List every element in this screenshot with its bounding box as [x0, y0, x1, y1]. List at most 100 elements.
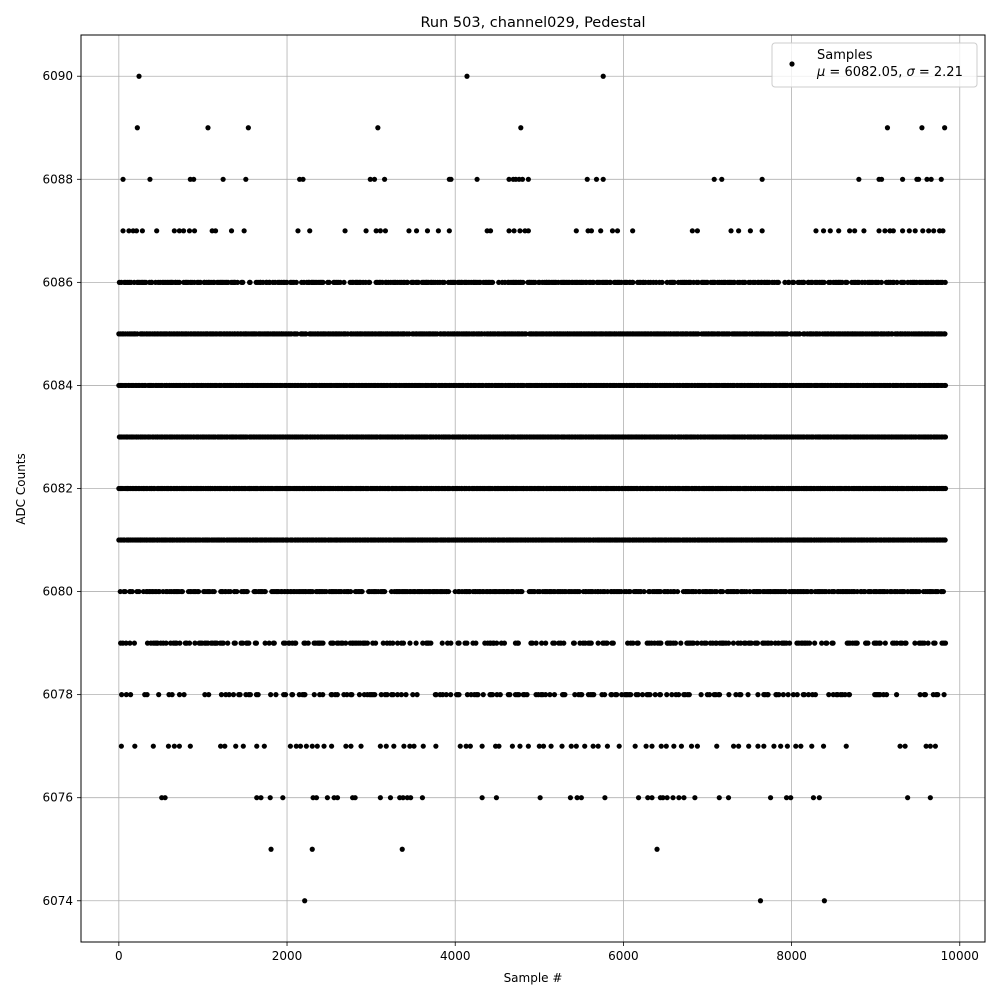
data-point [584, 176, 590, 182]
data-point [403, 692, 409, 698]
data-point [627, 588, 633, 595]
data-point [547, 692, 553, 698]
data-point [349, 692, 355, 698]
data-point [942, 485, 949, 492]
data-point [692, 795, 698, 801]
data-point [663, 743, 669, 749]
data-point [241, 228, 247, 234]
data-point [672, 640, 679, 646]
data-point [821, 898, 827, 904]
data-point [582, 743, 588, 749]
data-point [377, 795, 383, 801]
data-point [372, 640, 379, 646]
y-tick-label: 6082 [42, 482, 73, 496]
y-tick-label: 6086 [42, 275, 73, 289]
data-point [163, 640, 169, 646]
data-point [694, 228, 701, 234]
data-point [745, 692, 751, 698]
data-point [373, 228, 379, 234]
data-point [191, 228, 198, 234]
data-point [657, 588, 664, 595]
data-point [313, 795, 320, 801]
data-point [765, 692, 771, 698]
data-point [262, 588, 268, 595]
data-point [810, 795, 817, 801]
data-point [287, 743, 293, 749]
data-point [725, 795, 732, 801]
data-point [635, 640, 641, 646]
data-point [206, 692, 212, 698]
data-point [785, 692, 791, 698]
data-point [806, 640, 813, 646]
data-point [595, 640, 601, 646]
data-point [778, 743, 784, 749]
data-point [404, 279, 411, 285]
data-point [915, 176, 922, 182]
data-point [600, 73, 606, 79]
data-point [578, 795, 584, 801]
data-point [337, 279, 343, 285]
data-point [234, 279, 241, 285]
data-point [186, 228, 193, 234]
data-point [399, 846, 405, 852]
data-point [894, 279, 900, 285]
data-point [865, 640, 871, 646]
data-point [394, 640, 401, 646]
data-point [678, 743, 685, 749]
data-point [791, 279, 797, 285]
data-point [671, 743, 677, 749]
data-point [771, 743, 777, 749]
data-point [380, 640, 386, 646]
data-point [630, 279, 636, 285]
data-point [262, 640, 268, 646]
data-point [435, 228, 441, 234]
data-point [324, 795, 330, 801]
data-point [220, 640, 226, 646]
data-point [601, 692, 608, 698]
data-point [247, 279, 253, 285]
data-point [240, 743, 246, 749]
data-point [786, 640, 793, 646]
data-point [812, 692, 819, 698]
data-point [268, 692, 274, 698]
data-point [181, 692, 187, 698]
data-point [847, 228, 853, 234]
data-point [941, 692, 947, 698]
data-point [643, 743, 649, 749]
data-point [819, 640, 825, 646]
data-point [456, 640, 462, 646]
data-point [144, 692, 150, 698]
data-point [268, 846, 274, 852]
data-point [187, 743, 193, 749]
data-point [506, 228, 512, 234]
data-point [320, 640, 326, 646]
data-point [171, 743, 177, 749]
data-point [487, 228, 494, 234]
data-point [714, 743, 720, 749]
data-point [827, 228, 833, 234]
data-point [496, 743, 502, 749]
data-point [901, 279, 907, 285]
data-point [341, 279, 347, 285]
data-point [205, 125, 211, 131]
data-point [467, 743, 473, 749]
data-point [786, 279, 792, 285]
data-point [912, 228, 918, 234]
x-tick-label: 0 [115, 949, 123, 963]
legend-mu-value: 6082.05 [844, 65, 898, 80]
data-point [266, 640, 272, 646]
data-point [120, 176, 126, 182]
data-point [243, 176, 249, 182]
data-point [494, 640, 500, 646]
data-point [816, 795, 822, 801]
data-point [616, 743, 622, 749]
data-point [191, 176, 197, 182]
data-point [517, 228, 523, 234]
data-point [237, 692, 243, 698]
data-point [149, 279, 155, 285]
data-point [411, 743, 417, 749]
data-point [129, 588, 135, 595]
data-point [590, 743, 596, 749]
data-point [162, 795, 168, 801]
data-point [176, 228, 182, 234]
